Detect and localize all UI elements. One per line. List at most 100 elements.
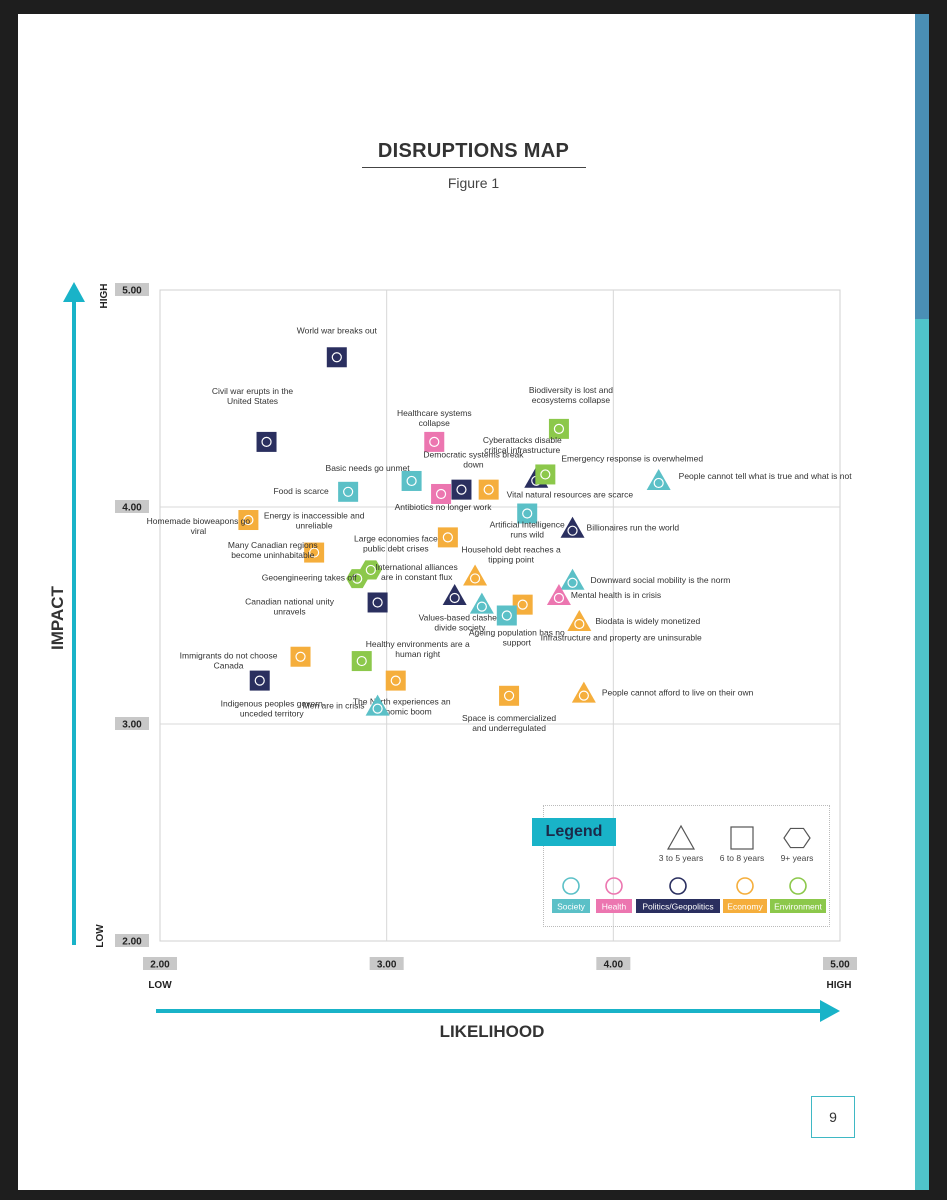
point-icon-glyph <box>449 592 460 604</box>
data-point-label: Antibiotics no longer work <box>395 502 493 512</box>
title-underline <box>362 167 586 168</box>
point-icon-glyph <box>352 573 363 584</box>
plot-frame <box>159 289 841 942</box>
data-point-label: Ageing population has no <box>469 628 565 638</box>
point-icon-glyph <box>483 484 494 495</box>
point-icon-glyph <box>442 532 453 543</box>
data-point <box>431 483 452 504</box>
data-point-label: Indigenous peoples govern <box>221 699 323 709</box>
data-point <box>249 670 270 691</box>
legend-shape-label: 6 to 8 years <box>720 853 764 863</box>
data-point-label: Immigrants do not choose <box>180 651 278 661</box>
data-point <box>571 681 596 703</box>
point-icon-glyph <box>578 690 589 701</box>
point-icon-glyph <box>429 436 440 447</box>
page-edge-strip-top <box>915 14 929 319</box>
point-icon-glyph <box>331 352 342 363</box>
point-icon-glyph <box>553 423 565 434</box>
point-icon-glyph <box>503 690 515 701</box>
data-point-label: Food is scarce <box>273 486 329 496</box>
x-low-label: LOW <box>148 980 172 991</box>
point-icon-glyph <box>243 514 254 526</box>
data-point <box>437 527 458 548</box>
data-point-label: unreliable <box>296 521 333 531</box>
page-title: DISRUPTIONS MAP <box>377 140 570 162</box>
x-tick-label: 3.00 <box>377 960 397 971</box>
data-point <box>385 670 406 691</box>
x-axis-title: LIKELIHOOD <box>440 1022 545 1041</box>
data-point-label: Men are in crisis <box>303 701 365 711</box>
point-icon-glyph <box>356 655 367 667</box>
data-point-label: Artificial Intelligence <box>490 520 565 530</box>
data-point <box>424 431 445 452</box>
data-point <box>365 694 390 716</box>
x-tick-box <box>823 957 857 970</box>
y-axis-arrowhead <box>63 282 85 302</box>
y-tick-label: 5.00 <box>122 286 142 297</box>
legend-title: Legend <box>532 818 616 846</box>
y-tick-label: 4.00 <box>122 503 142 514</box>
point-icon-glyph <box>406 475 417 487</box>
data-point-label: Downward social mobility is the norm <box>591 575 731 585</box>
data-point-label: Large economies face <box>354 533 438 543</box>
data-point <box>451 479 472 500</box>
figure-caption: Figure 1 <box>447 175 500 191</box>
legend-box <box>543 805 830 927</box>
point-icon-glyph <box>456 484 467 495</box>
legend-category-chip <box>723 899 767 913</box>
data-point <box>478 479 499 500</box>
point-icon-glyph <box>295 651 306 662</box>
y-tick-label: 2.00 <box>122 937 142 948</box>
y-high-label: HIGH <box>99 284 110 309</box>
data-point-label: Energy is inaccessible and <box>264 511 365 521</box>
y-axis-title: IMPACT <box>48 585 67 650</box>
y-low-label: LOW <box>95 924 106 948</box>
point-icon-glyph <box>553 592 565 604</box>
data-point-label: become uninhabitable <box>231 550 314 560</box>
legend-category-icon <box>789 877 807 895</box>
legend-hexagon-icon <box>783 827 811 849</box>
data-point <box>290 646 311 667</box>
point-icon-glyph <box>476 601 487 612</box>
data-point-label: Space is commercialized <box>462 713 556 723</box>
point-icon-glyph <box>469 573 481 584</box>
legend-shape-label: 9+ years <box>781 853 814 863</box>
data-point-label: People cannot afford to live on their ow… <box>602 688 754 698</box>
data-point <box>560 568 585 590</box>
x-tick-label: 5.00 <box>830 960 850 971</box>
legend-category-label: Economy <box>727 902 763 912</box>
data-point-label: Biodata is widely monetized <box>595 616 700 626</box>
legend-category-label: Politics/Geopolitics <box>642 902 713 912</box>
point-icon-glyph <box>522 508 533 519</box>
data-point <box>401 470 422 491</box>
data-point-label: Vital natural resources are scarce <box>507 490 634 500</box>
page-edge-strip-bottom <box>915 319 929 1190</box>
data-point <box>546 583 571 605</box>
data-point-label: and underregulated <box>472 723 546 733</box>
x-high-label: HIGH <box>827 980 852 991</box>
data-point-label: tipping point <box>488 554 534 564</box>
point-icon-glyph <box>390 675 401 686</box>
data-point <box>338 481 359 502</box>
data-point <box>535 464 556 485</box>
data-point-label: Infrastructure and property are uninsura… <box>541 633 702 643</box>
data-point <box>256 431 277 452</box>
y-tick-box <box>115 500 149 513</box>
legend-category-chip <box>552 899 590 913</box>
x-tick-box <box>369 957 404 970</box>
point-icon-glyph <box>574 618 585 630</box>
data-point <box>496 605 517 626</box>
point-icon-glyph <box>540 469 551 480</box>
data-point-label: collapse <box>419 418 450 428</box>
y-tick-box <box>115 283 149 296</box>
page-number: 9 <box>811 1096 855 1138</box>
point-icon-glyph <box>309 547 320 558</box>
point-icon-glyph <box>653 477 664 489</box>
data-point-label: critical infrastructure <box>484 445 560 455</box>
data-point-label: human right <box>395 649 441 659</box>
y-tick-box <box>115 934 149 947</box>
data-point-label: divide society <box>434 623 486 633</box>
x-tick-box <box>596 957 631 970</box>
legend-category-icon <box>736 877 754 895</box>
x-tick-label: 4.00 <box>604 960 624 971</box>
